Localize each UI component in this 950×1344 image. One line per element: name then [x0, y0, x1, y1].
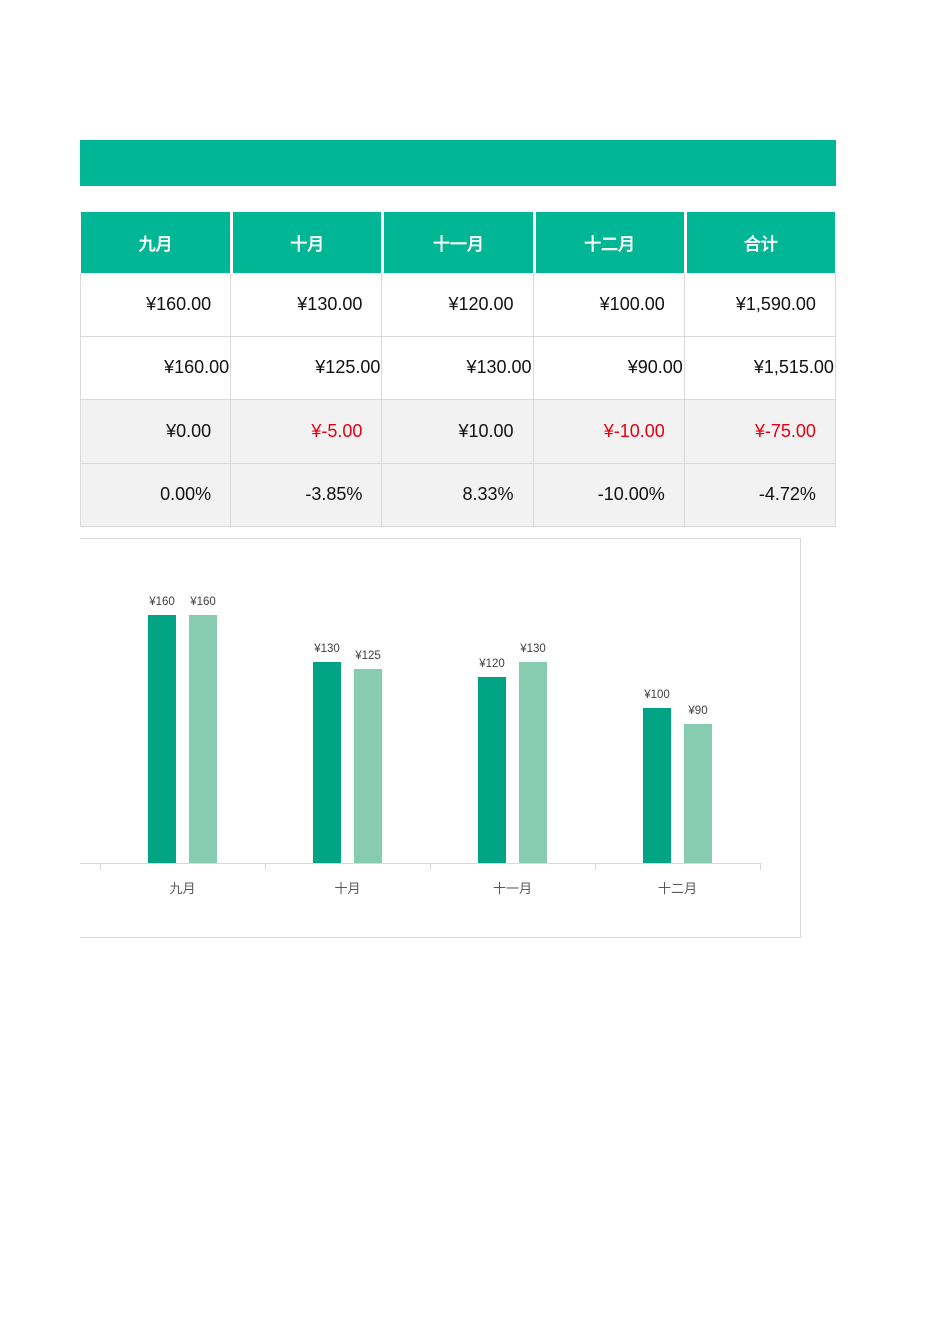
table-row: ¥160.00 ¥130.00 ¥120.00 ¥100.00 ¥1,590.0… — [80, 273, 836, 337]
x-axis-category-label: 十月 — [334, 881, 361, 896]
comparison-table: 九月 十月 十一月 十二月 合计 ¥160.00 ¥130.00 ¥120.00… — [80, 211, 836, 527]
data-label: ¥160 — [190, 596, 216, 608]
data-label: ¥130 — [520, 642, 546, 655]
table-row: ¥160.00 ¥125.00 ¥130.00 ¥90.00 ¥1,515.00 — [80, 336, 836, 400]
x-axis-category-label: 十一月 — [492, 881, 532, 896]
table-cell[interactable]: ¥1,590.00 — [684, 273, 836, 337]
table-cell[interactable]: ¥160.00 — [80, 336, 232, 400]
table-cell[interactable]: ¥10.00 — [382, 400, 534, 464]
table-cell[interactable]: ¥100.00 — [533, 273, 685, 337]
chart-bar[interactable] — [189, 615, 217, 863]
data-label: ¥160 — [149, 596, 175, 608]
x-axis-tick — [100, 863, 101, 870]
table-cell-negative[interactable]: ¥-5.00 — [231, 400, 383, 464]
table-cell[interactable]: ¥0.00 — [80, 400, 232, 464]
x-axis-category-label: 十二月 — [657, 881, 697, 896]
x-axis-line — [80, 863, 760, 864]
x-axis-tick — [595, 863, 596, 870]
header-cell-oct[interactable]: 十月 — [231, 211, 383, 273]
data-label: ¥120 — [479, 658, 505, 670]
table-cell[interactable]: -10.00% — [533, 463, 685, 527]
table-cell[interactable]: -3.85% — [231, 463, 383, 527]
x-axis-category-label: 九月 — [169, 881, 196, 896]
chart-bar[interactable] — [148, 615, 176, 863]
table-cell[interactable]: 8.33% — [382, 463, 534, 527]
table-cell[interactable]: ¥130.00 — [382, 336, 534, 400]
table-cell[interactable]: ¥130.00 — [231, 273, 383, 337]
x-axis-tick — [760, 863, 761, 870]
chart-bar[interactable] — [313, 661, 341, 863]
data-label: ¥125 — [355, 650, 381, 663]
data-label: ¥100 — [644, 689, 670, 701]
table-cell[interactable]: ¥1,515.00 — [684, 336, 836, 400]
chart-bar[interactable] — [478, 677, 506, 863]
table-cell[interactable]: 0.00% — [80, 463, 232, 527]
table-row: 0.00% -3.85% 8.33% -10.00% -4.72% — [80, 463, 836, 527]
table-cell[interactable]: ¥120.00 — [382, 273, 534, 337]
x-axis-tick — [265, 863, 266, 870]
table-cell[interactable]: ¥125.00 — [231, 336, 383, 400]
table-cell-negative[interactable]: ¥-75.00 — [684, 400, 836, 464]
header-cell-sep[interactable]: 九月 — [80, 211, 232, 273]
bar-chart[interactable]: ¥160 ¥160 九月 ¥130 ¥125 十月 ¥120 ¥130 十一月 ¥100 ¥90 十二… — [80, 538, 801, 938]
chart-bar[interactable] — [354, 669, 382, 863]
header-cell-total[interactable]: 合计 — [684, 211, 836, 273]
table-cell[interactable]: ¥90.00 — [533, 336, 685, 400]
header-cell-dec[interactable]: 十二月 — [533, 211, 685, 273]
table-header-row: 九月 十月 十一月 十二月 合计 — [80, 211, 836, 273]
chart-bar[interactable] — [684, 723, 712, 863]
table-cell-negative[interactable]: ¥-10.00 — [533, 400, 685, 464]
title-banner — [80, 140, 836, 186]
table-cell[interactable]: ¥160.00 — [80, 273, 232, 337]
x-axis-tick — [430, 863, 431, 870]
data-label: ¥90 — [688, 704, 708, 717]
chart-bar[interactable] — [519, 661, 547, 863]
table-row: ¥0.00 ¥-5.00 ¥10.00 ¥-10.00 ¥-75.00 — [80, 400, 836, 464]
table-cell[interactable]: -4.72% — [684, 463, 836, 527]
header-cell-nov[interactable]: 十一月 — [382, 211, 534, 273]
data-label: ¥130 — [314, 642, 340, 655]
chart-bar[interactable] — [643, 708, 671, 863]
